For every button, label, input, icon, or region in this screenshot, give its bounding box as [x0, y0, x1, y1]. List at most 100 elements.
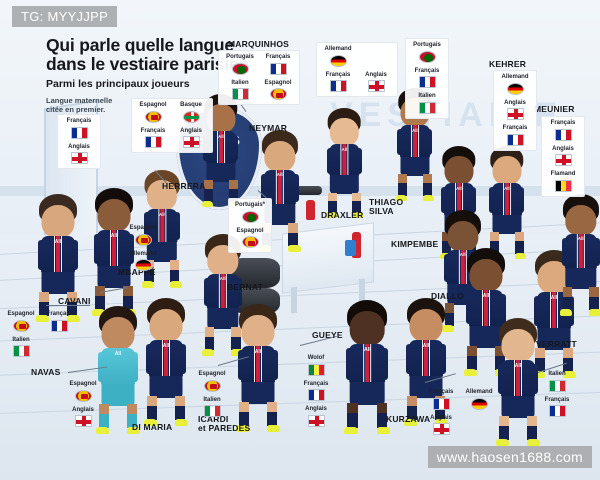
jersey-stripe: [216, 131, 225, 166]
jersey-sponsor-logo: All: [577, 237, 584, 242]
fr-flag-icon: [50, 319, 68, 332]
language-entry: Italien: [410, 93, 444, 114]
player-sock-left: [147, 406, 157, 420]
be-flag-icon: [554, 179, 572, 192]
card-row: Allemand: [200, 255, 234, 276]
card-row: Italien: [410, 93, 444, 114]
language-entry: Anglais: [66, 407, 100, 428]
player-boot-right: [352, 212, 364, 219]
jersey-sponsor-logo: All: [504, 186, 510, 192]
language-label: Espagnol: [7, 311, 35, 317]
language-label: Français: [325, 71, 351, 78]
player-figure-cavani: All: [32, 194, 84, 322]
player-sock-left: [95, 296, 105, 310]
en-flag-icon: [74, 415, 92, 428]
player-figure-gueye: All: [340, 300, 395, 435]
language-entry: Italien: [223, 80, 257, 101]
jersey-sponsor-logo: All: [219, 277, 226, 282]
language-label: Français: [544, 396, 570, 403]
label-cavani: CAVANI: [58, 296, 91, 306]
player-jersey: All: [409, 340, 443, 378]
player-sock-right: [67, 302, 77, 316]
language-label: Espagnol: [139, 102, 167, 108]
player-boot-left: [236, 425, 249, 432]
language-entry: Espagnol: [195, 371, 229, 392]
card-row: Français: [410, 68, 444, 89]
language-label: Anglais: [552, 145, 574, 152]
fr-flag-icon: [506, 133, 524, 146]
card-row: Français Allemand: [424, 389, 496, 410]
player-sock-right: [170, 269, 180, 283]
label-navas: NAVAS: [31, 367, 61, 377]
player-leg-left: [328, 192, 337, 203]
player-leg-left: [39, 292, 49, 304]
language-entry: Anglais: [498, 100, 532, 121]
card-marquinhos: Portugais Français Italien Espagnol: [218, 50, 300, 106]
player-boot-right: [231, 349, 244, 356]
language-entry: Espagnol: [200, 229, 234, 250]
card-row: Français: [540, 397, 574, 418]
fr-flag-icon: [70, 126, 88, 139]
player-shorts: [409, 376, 443, 398]
player-leg-left: [407, 396, 417, 408]
language-entry: Français: [42, 311, 76, 332]
watermark-top-left: TG: MYYJJPP: [12, 6, 118, 27]
de-flag-icon: [470, 397, 488, 410]
card-meunier: Français Anglais Flamand: [541, 116, 585, 197]
player-leg-left: [95, 286, 105, 298]
player-boot-left: [36, 315, 49, 322]
player-leg-left: [99, 404, 109, 416]
player-leg-left: [467, 346, 477, 358]
jersey-sponsor-logo: All: [54, 239, 62, 245]
card-row: Allemand: [321, 46, 355, 67]
language-label: Anglais: [365, 71, 387, 78]
language-label: Allemand: [465, 389, 493, 395]
jersey-stripe: [550, 292, 558, 330]
player-leg-right: [527, 416, 537, 428]
player-jersey: All: [399, 125, 430, 160]
player-head: [565, 204, 597, 236]
player-leg-right: [123, 286, 133, 298]
card-herrera: Espagnol Basque Français Anglais: [131, 98, 213, 154]
player-jersey: All: [206, 274, 239, 311]
language-entry: Anglais: [546, 146, 580, 167]
player-boot-left: [325, 212, 337, 219]
player-sock-left: [347, 413, 358, 428]
language-entry: Français: [136, 128, 170, 149]
language-entry: Français: [424, 389, 458, 410]
player-shorts: [501, 396, 535, 418]
jersey-sponsor-logo: All: [412, 128, 418, 134]
player-sock-left: [144, 269, 154, 283]
de-flag-icon: [329, 54, 347, 67]
player-figure-diallo: All: [460, 248, 512, 376]
label-herrera: HERRERA: [162, 181, 206, 191]
jersey-sponsor-logo: All: [254, 349, 262, 355]
player-leg-right: [589, 287, 599, 299]
player-sock-right: [127, 414, 137, 428]
player-boot-left: [464, 369, 477, 376]
pt-flag-icon: [231, 62, 249, 75]
jersey-stripe: [482, 290, 490, 328]
jersey-stripe: [110, 230, 118, 268]
card-row: Espagnol: [126, 225, 160, 246]
player-boot-right: [376, 426, 391, 435]
card-row: Espagnol: [200, 229, 234, 250]
player-sock-left: [204, 189, 213, 202]
language-entry: Français: [62, 118, 96, 139]
player-sock-left: [39, 302, 49, 316]
en-flag-icon: [432, 423, 450, 436]
es-flag-icon: [209, 238, 226, 250]
jersey-sponsor-logo: All: [456, 186, 462, 192]
player-head: [97, 199, 131, 232]
player-sock-right: [231, 336, 241, 350]
jersey-stripe: [576, 234, 585, 271]
card-row: Anglais: [66, 407, 100, 428]
player-jersey: All: [349, 344, 386, 384]
jersey-sponsor-logo: All: [514, 363, 522, 369]
player-shorts: [537, 328, 571, 350]
card-row: Anglais: [498, 100, 532, 121]
language-label: Anglais: [305, 406, 327, 413]
jersey-stripe: [410, 125, 419, 160]
player-figure-verratti2: All: [528, 250, 580, 378]
